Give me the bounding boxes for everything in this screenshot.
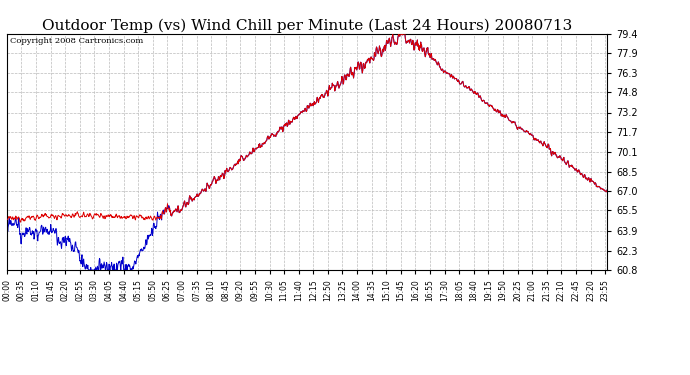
Title: Outdoor Temp (vs) Wind Chill per Minute (Last 24 Hours) 20080713: Outdoor Temp (vs) Wind Chill per Minute … [42,18,572,33]
Text: Copyright 2008 Cartronics.com: Copyright 2008 Cartronics.com [10,37,143,45]
